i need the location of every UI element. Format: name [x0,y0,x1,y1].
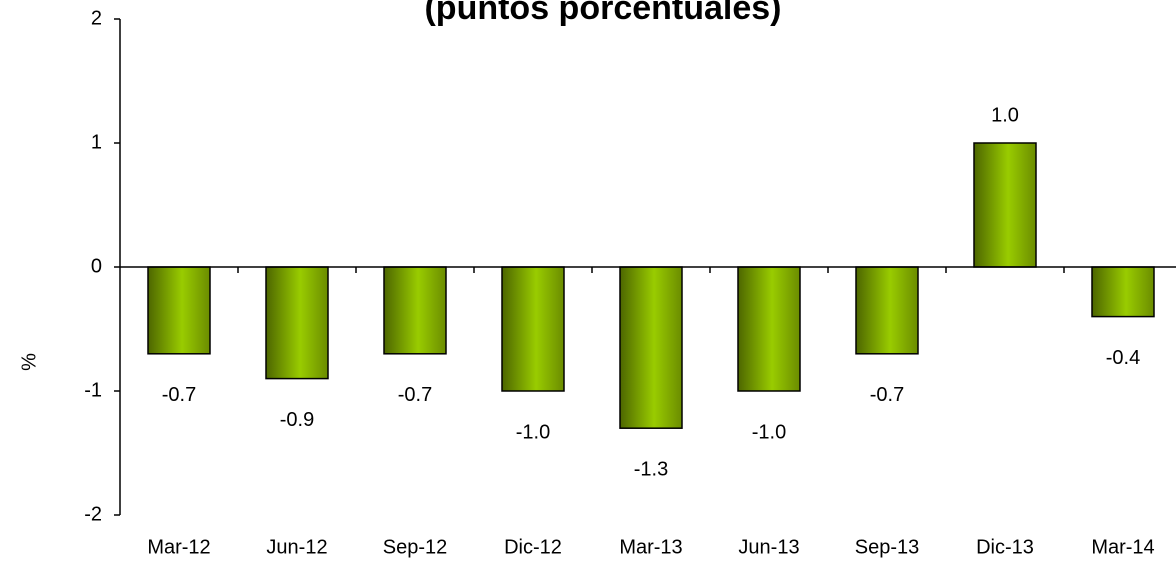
x-tick-label: Dic-12 [504,536,562,558]
value-label: -0.9 [280,409,314,431]
value-label: -0.7 [162,384,196,406]
bar [501,266,565,392]
y-axis-label: % [18,353,40,371]
bar [265,266,329,380]
x-tick-label: Mar-13 [619,536,682,558]
x-tick-label: Sep-13 [855,536,920,558]
x-tick-label: Jun-12 [266,536,327,558]
x-tick-label: Mar-12 [147,536,210,558]
y-tick-label: 2 [91,7,102,29]
value-label: -1.0 [516,421,550,443]
bar [147,266,211,355]
bar [1091,266,1155,318]
y-tick-label: 0 [91,255,102,277]
x-tick-label: Jun-13 [738,536,799,558]
chart-title: (puntos porcentuales) [424,0,781,27]
y-tick-label: -1 [84,379,102,401]
bar [973,142,1037,268]
bar [383,266,447,355]
x-tick-label: Mar-14 [1091,536,1154,558]
x-tick-label: Dic-13 [976,536,1034,558]
bar [619,266,683,429]
y-tick-label: -2 [84,503,102,525]
bar [855,266,919,355]
bar [737,266,801,392]
value-label: -1.3 [634,458,668,480]
value-label: -0.4 [1106,347,1140,369]
value-label: -1.0 [752,421,786,443]
y-tick-label: 1 [91,131,102,153]
value-label: -0.7 [398,384,432,406]
value-label: 1.0 [991,104,1019,126]
value-label: -0.7 [870,384,904,406]
x-tick-label: Sep-12 [383,536,448,558]
